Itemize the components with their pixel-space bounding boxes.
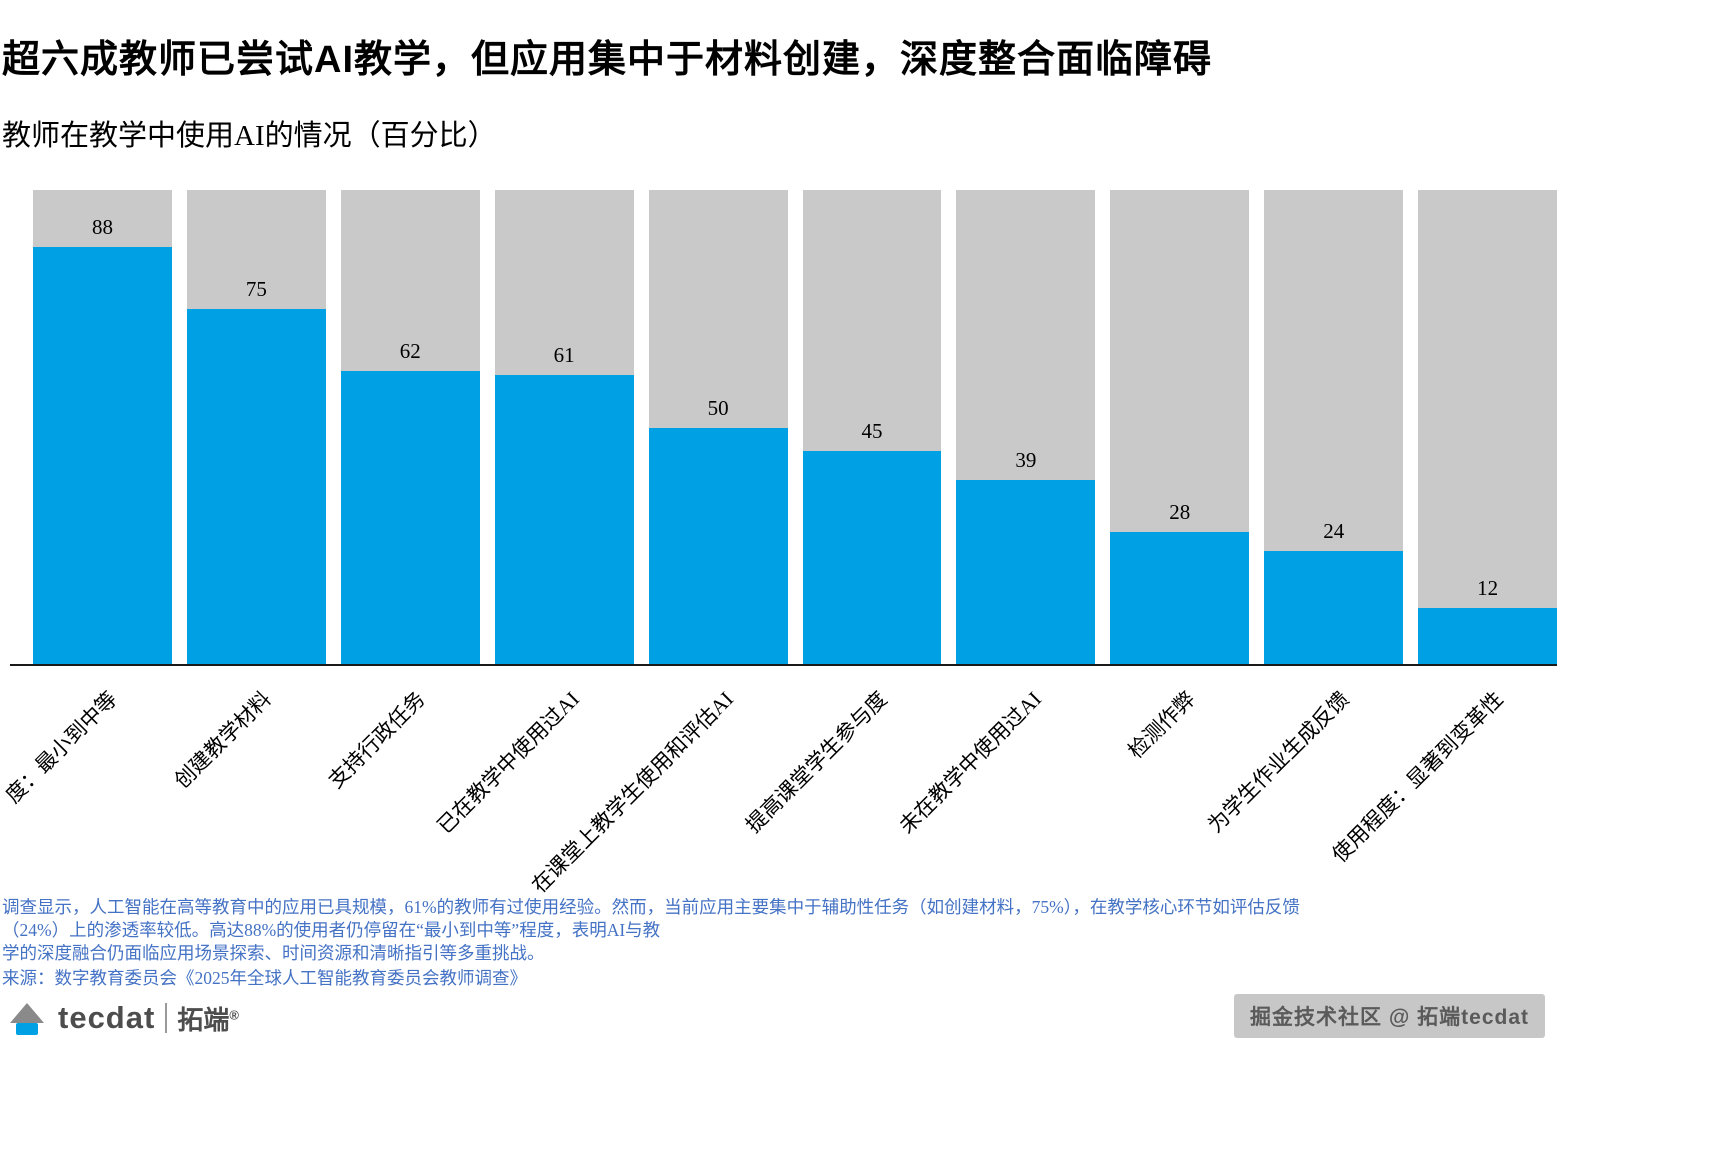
bar-value-label: 88 [91,215,113,239]
bar-group: 75 [186,190,326,665]
tecdat-logo-text: tecdat [58,1000,156,1035]
watermark: 掘金技术社区 @ 拓端tecdat [1234,994,1545,1038]
tecdat-logo-cn: 拓端® [177,1004,239,1035]
bar-value-label: 24 [1323,519,1345,543]
category-label: 未在教学中使用过AI [894,686,1046,839]
bar-value-label: 12 [1477,576,1499,600]
bar-value-label: 28 [1169,500,1191,524]
bar-group: 88 [33,190,172,665]
logo-divider [165,1003,168,1033]
category-label: 提高课堂学生参与度 [741,686,892,838]
bar-group: 28 [1110,190,1250,665]
bar-fill [1264,551,1404,665]
bar-group: 50 [648,190,788,665]
x-axis-line [10,664,1557,666]
bar-value-label: 62 [399,338,421,363]
bars: 88 75 62 61 50 45 39 28 24 12 [33,190,1558,665]
bar-fill [494,375,634,665]
bar-value-label: 39 [1015,447,1037,472]
category-labels: 度：最小到中等 创建教学材料 支持行政任务 已在教学中使用过AI 在课堂上教学生使用和评… [1,676,1557,911]
category-label: 支持行政任务 [323,686,431,793]
category-label: 度：最小到中等 [1,686,123,808]
bar-group: 39 [956,190,1096,665]
bar-fill [956,479,1096,665]
tecdat-logo-icon [10,1003,44,1035]
chart-subtitle: 教师在教学中使用AI的情况（百分比） [2,120,497,152]
bar-fill [648,427,788,665]
footer-note: 调查显示，人工智能在高等教育中的应用已具规模，61%的教师有过使用经验。然而，当… [2,896,1300,990]
bar-value-label: 45 [861,419,883,444]
bar-fill [186,308,326,665]
bar-value-label: 61 [553,343,575,368]
bar-group: 62 [340,190,480,665]
bar-group: 24 [1264,190,1404,665]
category-label: 创建教学材料 [170,686,277,793]
brand-logo: tecdat 拓端® [6,994,239,1042]
bar-fill [1110,532,1250,665]
chart-title: 超六成教师已尝试AI教学，但应用集中于材料创建，深度整合面临障碍 [2,39,1213,81]
bar-fill [340,370,480,665]
category-label: 检测作弊 [1123,686,1200,764]
bar-value-label: 75 [245,276,267,301]
bar-group: 45 [802,190,942,665]
bar-value-label: 50 [707,395,729,420]
bar-group: 61 [494,190,634,665]
footer-line: 调查显示，人工智能在高等教育中的应用已具规模，61%的教师有过使用经验。然而，当… [2,897,1300,917]
bar-fill [802,451,942,665]
footer-line: （24%）上的渗透率较低。高达88%的使用者仍停留在“最小到中等”程度，表明AI… [2,920,661,940]
bar-fill [1418,608,1558,665]
bar-fill [33,247,172,665]
category-label: 为学生作业生成反馈 [1202,686,1354,838]
registered-mark: ® [229,1006,239,1022]
category-label: 已在教学中使用过AI [432,686,584,839]
category-label: 使用程度：显著到变革性 [1327,686,1508,868]
footer-source: 来源：数字教育委员会《2025年全球人工智能教育委员会教师调查》 [2,968,527,988]
footer-line: 学的深度融合仍面临应用场景探索、时间资源和清晰指引等多重挑战。 [2,943,545,963]
bar-group: 12 [1418,190,1558,665]
